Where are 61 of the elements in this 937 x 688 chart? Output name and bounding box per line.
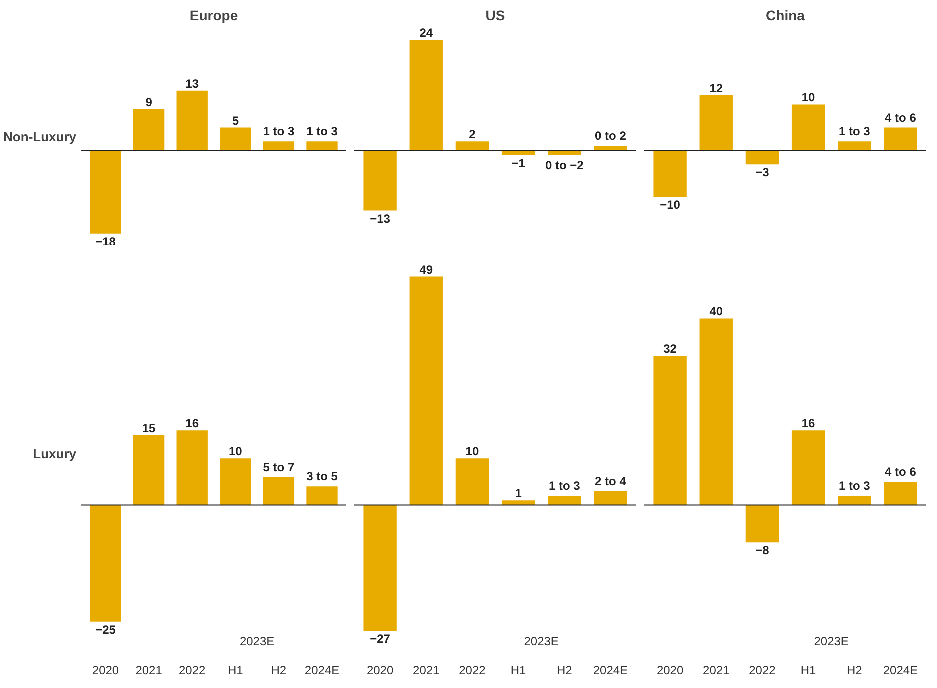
annotation: 1 to 3 bbox=[263, 124, 295, 139]
data-label: 9 bbox=[146, 95, 153, 110]
annotation: 0 to −2 bbox=[545, 158, 584, 172]
data-label: −1 bbox=[512, 156, 526, 170]
data-label: 10 bbox=[228, 444, 243, 459]
annotation: 4 to 6 bbox=[885, 464, 917, 479]
x-tick-label: 2022 bbox=[749, 664, 776, 678]
x-tick-label: 2024E bbox=[304, 664, 340, 678]
data-label: 32 bbox=[664, 342, 678, 356]
x-tick-label: 2024E bbox=[883, 664, 918, 678]
data-label: 15 bbox=[142, 421, 156, 436]
x-tick-label: 2021 bbox=[136, 664, 163, 678]
data-label: 5 bbox=[232, 114, 240, 128]
x-tick-label: 2020 bbox=[92, 664, 120, 678]
x-tick-label: 2020 bbox=[656, 664, 684, 678]
data-label: 40 bbox=[710, 304, 724, 319]
data-label: 13 bbox=[186, 76, 200, 91]
chart-title: US bbox=[486, 8, 506, 24]
x-tick-label: H2 bbox=[556, 664, 573, 678]
annotation: 4 to 6 bbox=[885, 110, 917, 125]
data-label: −8 bbox=[756, 544, 770, 558]
text: 2023E bbox=[240, 634, 275, 648]
x-tick-label: 2021 bbox=[703, 664, 730, 678]
annotation: 5 to 7 bbox=[263, 460, 295, 474]
text: 2023E bbox=[814, 634, 849, 648]
data-label: 10 bbox=[802, 90, 816, 105]
y-axis-title: Luxury bbox=[33, 446, 78, 462]
x-tick-label: 2020 bbox=[366, 664, 394, 678]
data-label: 16 bbox=[186, 416, 200, 431]
x-tick-label: H2 bbox=[846, 664, 863, 678]
x-tick-label: H1 bbox=[228, 664, 244, 678]
text: 2023E bbox=[524, 634, 559, 648]
annotation: 1 to 3 bbox=[548, 478, 581, 493]
data-label: 10 bbox=[466, 444, 480, 459]
data-label: −13 bbox=[370, 212, 391, 226]
x-tick-label: 2021 bbox=[413, 664, 440, 678]
chart-title: Europe bbox=[190, 8, 238, 24]
data-label: 12 bbox=[710, 81, 724, 96]
data-label: −10 bbox=[660, 198, 681, 212]
annotation: 1 to 3 bbox=[838, 478, 871, 493]
data-label: 49 bbox=[420, 262, 434, 277]
data-label: 1 bbox=[515, 486, 522, 501]
x-tick-label: H1 bbox=[510, 664, 527, 678]
annotation: 2 to 4 bbox=[595, 474, 627, 488]
annotation: 1 to 3 bbox=[306, 124, 338, 139]
annotation: 1 to 3 bbox=[838, 124, 871, 139]
data-label: 2 bbox=[469, 128, 476, 142]
annotation: 3 to 5 bbox=[306, 470, 338, 484]
x-tick-label: 2022 bbox=[459, 664, 486, 678]
x-tick-label: 2024E bbox=[593, 664, 628, 678]
data-label: 16 bbox=[802, 416, 816, 431]
annotation: 0 to 2 bbox=[595, 129, 627, 144]
data-label: −27 bbox=[370, 632, 391, 646]
y-axis-title: Non-Luxury bbox=[4, 130, 78, 144]
chart-title: China bbox=[766, 8, 806, 24]
data-label: −3 bbox=[756, 166, 770, 180]
data-label: 24 bbox=[420, 26, 434, 40]
x-tick-label: H2 bbox=[271, 664, 287, 678]
x-tick-label: 2022 bbox=[179, 664, 206, 678]
x-tick-label: H1 bbox=[800, 664, 817, 678]
data-label: −25 bbox=[96, 622, 116, 637]
